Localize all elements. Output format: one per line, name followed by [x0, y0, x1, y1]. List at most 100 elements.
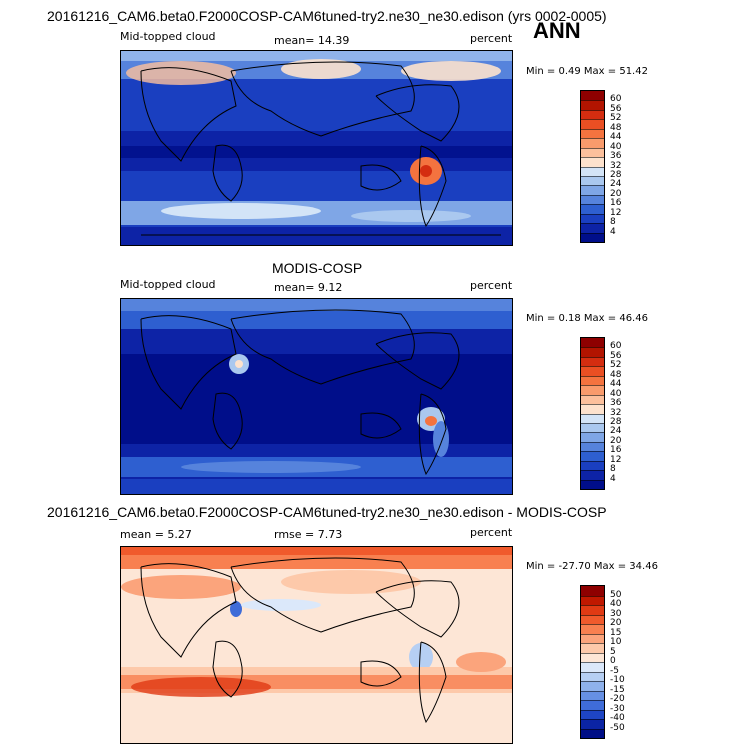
colorbar-swatch — [581, 586, 604, 596]
colorbar-tick-label: 52 — [610, 113, 622, 124]
colorbar-tick-label: 32 — [610, 160, 622, 171]
panel-diff-heading: 20161216_CAM6.beta0.F2000COSP-CAM6tuned-… — [47, 504, 607, 520]
colorbar-tick-label: 16 — [610, 198, 622, 209]
colorbar-tick-label: -5 — [610, 665, 619, 676]
colorbar-swatch — [581, 633, 604, 643]
colorbar-tick-label: 4 — [610, 473, 616, 484]
colorbar-swatch — [581, 157, 604, 167]
colorbar-swatch — [581, 394, 604, 405]
colorbar-swatch — [581, 595, 604, 605]
panel-obs-heading: MODIS-COSP — [272, 260, 363, 276]
colorbar-swatch — [581, 147, 604, 158]
colorbar-swatch — [581, 605, 604, 615]
colorbar-tick-label: 28 — [610, 416, 622, 427]
colorbar-swatch — [581, 204, 604, 214]
colorbar-swatch — [581, 624, 604, 634]
colorbar-tick-label: 12 — [610, 454, 622, 465]
colorbar-swatch — [581, 119, 604, 129]
colorbar-obs: 60 56 52 48 44 40 36 32 28 24 20 16 12 8 4 — [580, 337, 621, 490]
colorbar-swatch — [581, 709, 604, 719]
map-diff — [120, 546, 513, 744]
colorbar-swatch — [581, 643, 604, 653]
colorbar-tick-label: 32 — [610, 407, 622, 418]
colorbar-swatch — [581, 422, 604, 433]
colorbar-swatch — [581, 128, 604, 139]
colorbar-tick-label: 24 — [610, 179, 622, 190]
colorbar-tick-label: 4 — [610, 226, 616, 237]
colorbar-tick-label: 56 — [610, 103, 622, 114]
colorbar-swatch — [581, 728, 604, 738]
colorbar-swatch — [581, 138, 604, 148]
colorbar-tick-label: 12 — [610, 207, 622, 218]
colorbar-swatch — [581, 375, 604, 386]
map-obs-svg — [121, 299, 512, 494]
colorbar-tick-label: 20 — [610, 188, 622, 199]
colorbar-swatch — [581, 223, 604, 233]
colorbar-swatch — [581, 185, 604, 195]
colorbar-tick-label: -50 — [610, 722, 625, 733]
colorbar-swatch — [581, 479, 604, 489]
colorbar-tick-label: 40 — [610, 141, 622, 152]
colorbar-tick-label: 24 — [610, 426, 622, 437]
colorbar-tick-label: 20 — [610, 618, 622, 628]
colorbar-swatch — [581, 413, 604, 423]
colorbar-diff: 50 40 30 20 15 10 5 0 -5 -10 -15 -20 -30 -40 -50 — [580, 585, 625, 739]
season-label: ANN — [533, 18, 581, 43]
colorbar-tick-label: 28 — [610, 169, 622, 180]
colorbar-tick-label: 40 — [610, 388, 622, 399]
colorbar-tick-label: 48 — [610, 122, 622, 133]
colorbar-tick-label: 15 — [610, 627, 622, 638]
colorbar-swatch — [581, 91, 604, 101]
colorbar-swatch — [581, 347, 604, 357]
map-diff-svg — [121, 547, 512, 743]
colorbar-tick-label: 8 — [610, 217, 616, 228]
colorbar-swatch — [581, 719, 604, 729]
colorbar-swatch — [581, 338, 604, 348]
colorbar-swatch — [581, 175, 604, 186]
colorbar-swatch — [581, 404, 604, 414]
map-test — [120, 50, 513, 246]
panel-diff-mean: mean = 5.27 — [120, 528, 192, 541]
colorbar-swatch — [581, 356, 604, 367]
colorbar-swatch — [581, 109, 604, 120]
colorbar-tick-label: 5 — [610, 646, 616, 657]
colorbar-tick-label: 60 — [610, 94, 622, 105]
colorbar-test: 60 56 52 48 44 40 36 32 28 24 20 16 12 8 4 — [580, 90, 621, 243]
colorbar-tick-label: -30 — [610, 703, 625, 714]
colorbar-tick-label: 8 — [610, 464, 616, 475]
colorbar-swatch — [581, 614, 604, 624]
colorbar-tick-label: 40 — [610, 599, 622, 609]
colorbar-swatch — [581, 441, 604, 452]
colorbar-tick-label: -10 — [610, 675, 625, 685]
map-obs — [120, 298, 513, 495]
panel-obs-mean: mean= 9.12 — [274, 281, 343, 294]
colorbar-swatch — [581, 681, 604, 691]
colorbar-tick-label: 44 — [610, 132, 622, 143]
colorbar-swatch — [581, 385, 604, 395]
panel-obs-field-label: Mid-topped cloud — [120, 278, 216, 291]
colorbar-tick-label: -20 — [610, 694, 625, 704]
colorbar-tick-label: 36 — [610, 398, 622, 409]
panel-diff-minmax: Min = -27.70 Max = 34.46 — [526, 561, 658, 572]
colorbar-tick-label: 30 — [610, 608, 622, 619]
panel-test-units: percent — [470, 32, 513, 45]
colorbar-tick-label: 36 — [610, 151, 622, 162]
colorbar-swatch — [581, 700, 604, 710]
panel-obs-minmax: Min = 0.18 Max = 46.46 — [526, 313, 648, 324]
colorbar-swatch — [581, 690, 604, 700]
colorbar-swatch — [581, 652, 604, 662]
colorbar-tick-label: 60 — [610, 341, 622, 352]
colorbar-tick-label: 16 — [610, 445, 622, 456]
panel-diff-units: percent — [470, 526, 513, 539]
page-title: 20161216_CAM6.beta0.F2000COSP-CAM6tuned-… — [47, 8, 607, 24]
panel-diff-rmse: rmse = 7.73 — [274, 528, 343, 541]
colorbar-swatch — [581, 432, 604, 442]
colorbar-swatch — [581, 366, 604, 376]
colorbar-swatch — [581, 194, 604, 205]
colorbar-swatch — [581, 671, 604, 681]
colorbar-tick-label: 44 — [610, 379, 622, 390]
colorbar-tick-label: 0 — [610, 656, 616, 666]
colorbar-swatch — [581, 213, 604, 224]
colorbar-swatch — [581, 232, 604, 242]
colorbar-tick-label: 50 — [610, 589, 622, 600]
